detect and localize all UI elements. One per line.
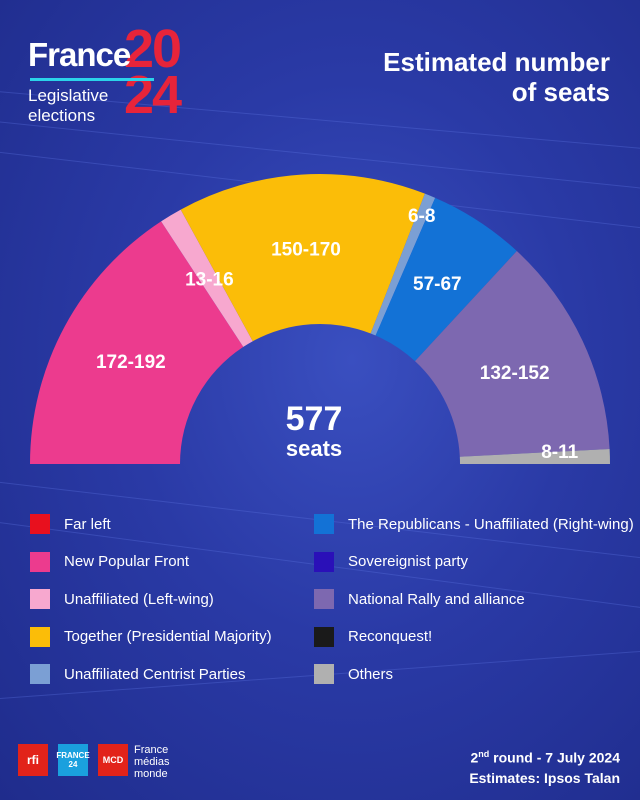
chart-title-line2: of seats (511, 77, 610, 107)
legend-label: Together (Presidential Majority) (64, 628, 272, 645)
footnote: 2nd round - 7 July 2024 Estimates: Ipsos… (360, 744, 620, 788)
legend-label: National Rally and alliance (348, 590, 525, 608)
logo-subtitle-line2: elections (28, 106, 96, 125)
rfi-logo: rfi (18, 744, 48, 776)
france-2024-logo: 20 24 France Legislative elections (28, 19, 228, 138)
slice-label-2: 150-170 (271, 239, 341, 260)
legend-swatch (314, 589, 334, 609)
rfi-logo-text: rfi (27, 753, 39, 767)
legend-item: National Rally and alliance (314, 587, 525, 611)
france-medias-monde-logo: France médias monde (134, 744, 169, 780)
legend-label: The Republicans - Unaffiliated (Right-wi… (348, 515, 634, 533)
legend-label: Reconquest! (348, 628, 433, 645)
slice-label-6: 8-11 (541, 442, 578, 463)
logo-rule (30, 78, 154, 81)
slice-4 (375, 197, 517, 362)
legend-item: Others (314, 662, 393, 686)
legend-label: Sovereignist party (348, 553, 469, 570)
round-number: 2 (470, 749, 479, 766)
legend-swatch (30, 514, 50, 534)
legend-item: Sovereignist party (314, 550, 468, 574)
legend-item: Far left (30, 512, 111, 536)
logo-year-top: 20 (124, 19, 182, 79)
fmm-line1: France (134, 744, 169, 756)
legend-swatch (30, 589, 50, 609)
estimates-source: Estimates: Ipsos Talan (469, 769, 620, 786)
france24-logo-line1: FRANCE (56, 751, 90, 760)
france24-logo: FRANCE 24 (56, 744, 90, 776)
legend-swatch (30, 664, 50, 684)
slice-5 (415, 251, 610, 457)
slice-label-5: 132-152 (480, 363, 550, 384)
legend-swatch (314, 514, 334, 534)
slice-label-1: 13-16 (185, 270, 234, 291)
round-ordinal: nd (478, 749, 490, 759)
legend-label: Others (348, 665, 394, 683)
total-seats-value: 577 (285, 400, 343, 438)
legend-item: Unaffiliated (Left-wing) (30, 587, 214, 611)
legend-swatch (314, 626, 334, 647)
logo-year-bottom: 24 (124, 65, 182, 125)
fmm-line2: médias (134, 756, 170, 768)
legend-label: New Popular Front (64, 553, 190, 570)
slice-label-3: 6-8 (408, 206, 435, 227)
slice-label-0: 172-192 (96, 352, 166, 373)
mcd-logo-text: MCD (102, 755, 124, 765)
slice-0 (30, 221, 244, 464)
legend-swatch (30, 551, 50, 572)
logo-year: 20 24 (124, 19, 224, 125)
legend-item: Reconquest! (314, 625, 432, 649)
slice-1 (161, 209, 253, 347)
fmm-line3: monde (134, 768, 168, 780)
round-date: 2nd round - 7 July 2024 (360, 744, 620, 768)
round-rest: round - 7 July 2024 (489, 749, 620, 766)
logo-subtitle: Legislative elections (28, 86, 108, 126)
legend-swatch (314, 551, 334, 572)
legend-item: Unaffiliated Centrist Parties (30, 662, 245, 686)
slice-6 (459, 449, 610, 464)
slice-label-4: 57-67 (413, 274, 462, 295)
chart-title: Estimated number of seats (310, 47, 610, 107)
legend: Far left New Popular Front Unaffiliated (L… (0, 512, 640, 702)
mcd-logo: MCD (98, 744, 128, 776)
legend-item: The Republicans - Unaffiliated (Right-wi… (314, 512, 634, 536)
broadcaster-logos: rfi FRANCE 24 MCD France médias monde (18, 744, 218, 784)
logo-brand: France (28, 36, 131, 73)
france24-logo-line2: 24 (68, 760, 78, 769)
legend-swatch (30, 626, 50, 647)
legend-swatch (314, 664, 334, 684)
chart-title-line1: Estimated number (383, 47, 610, 77)
legend-label: Unaffiliated Centrist Parties (64, 665, 246, 683)
slice-2 (180, 174, 425, 342)
legend-label: Unaffiliated (Left-wing) (64, 590, 214, 608)
logo-subtitle-line1: Legislative (28, 86, 109, 105)
legend-item: New Popular Front (30, 550, 189, 574)
total-seats-unit: seats (285, 436, 343, 461)
legend-item: Together (Presidential Majority) (30, 625, 272, 649)
legend-label: Far left (64, 515, 111, 533)
seats-semicircle-chart: 172-192 13-16 150-170 6-8 57-67 132-152 8-11 (30, 174, 610, 464)
slice-3 (370, 193, 436, 336)
